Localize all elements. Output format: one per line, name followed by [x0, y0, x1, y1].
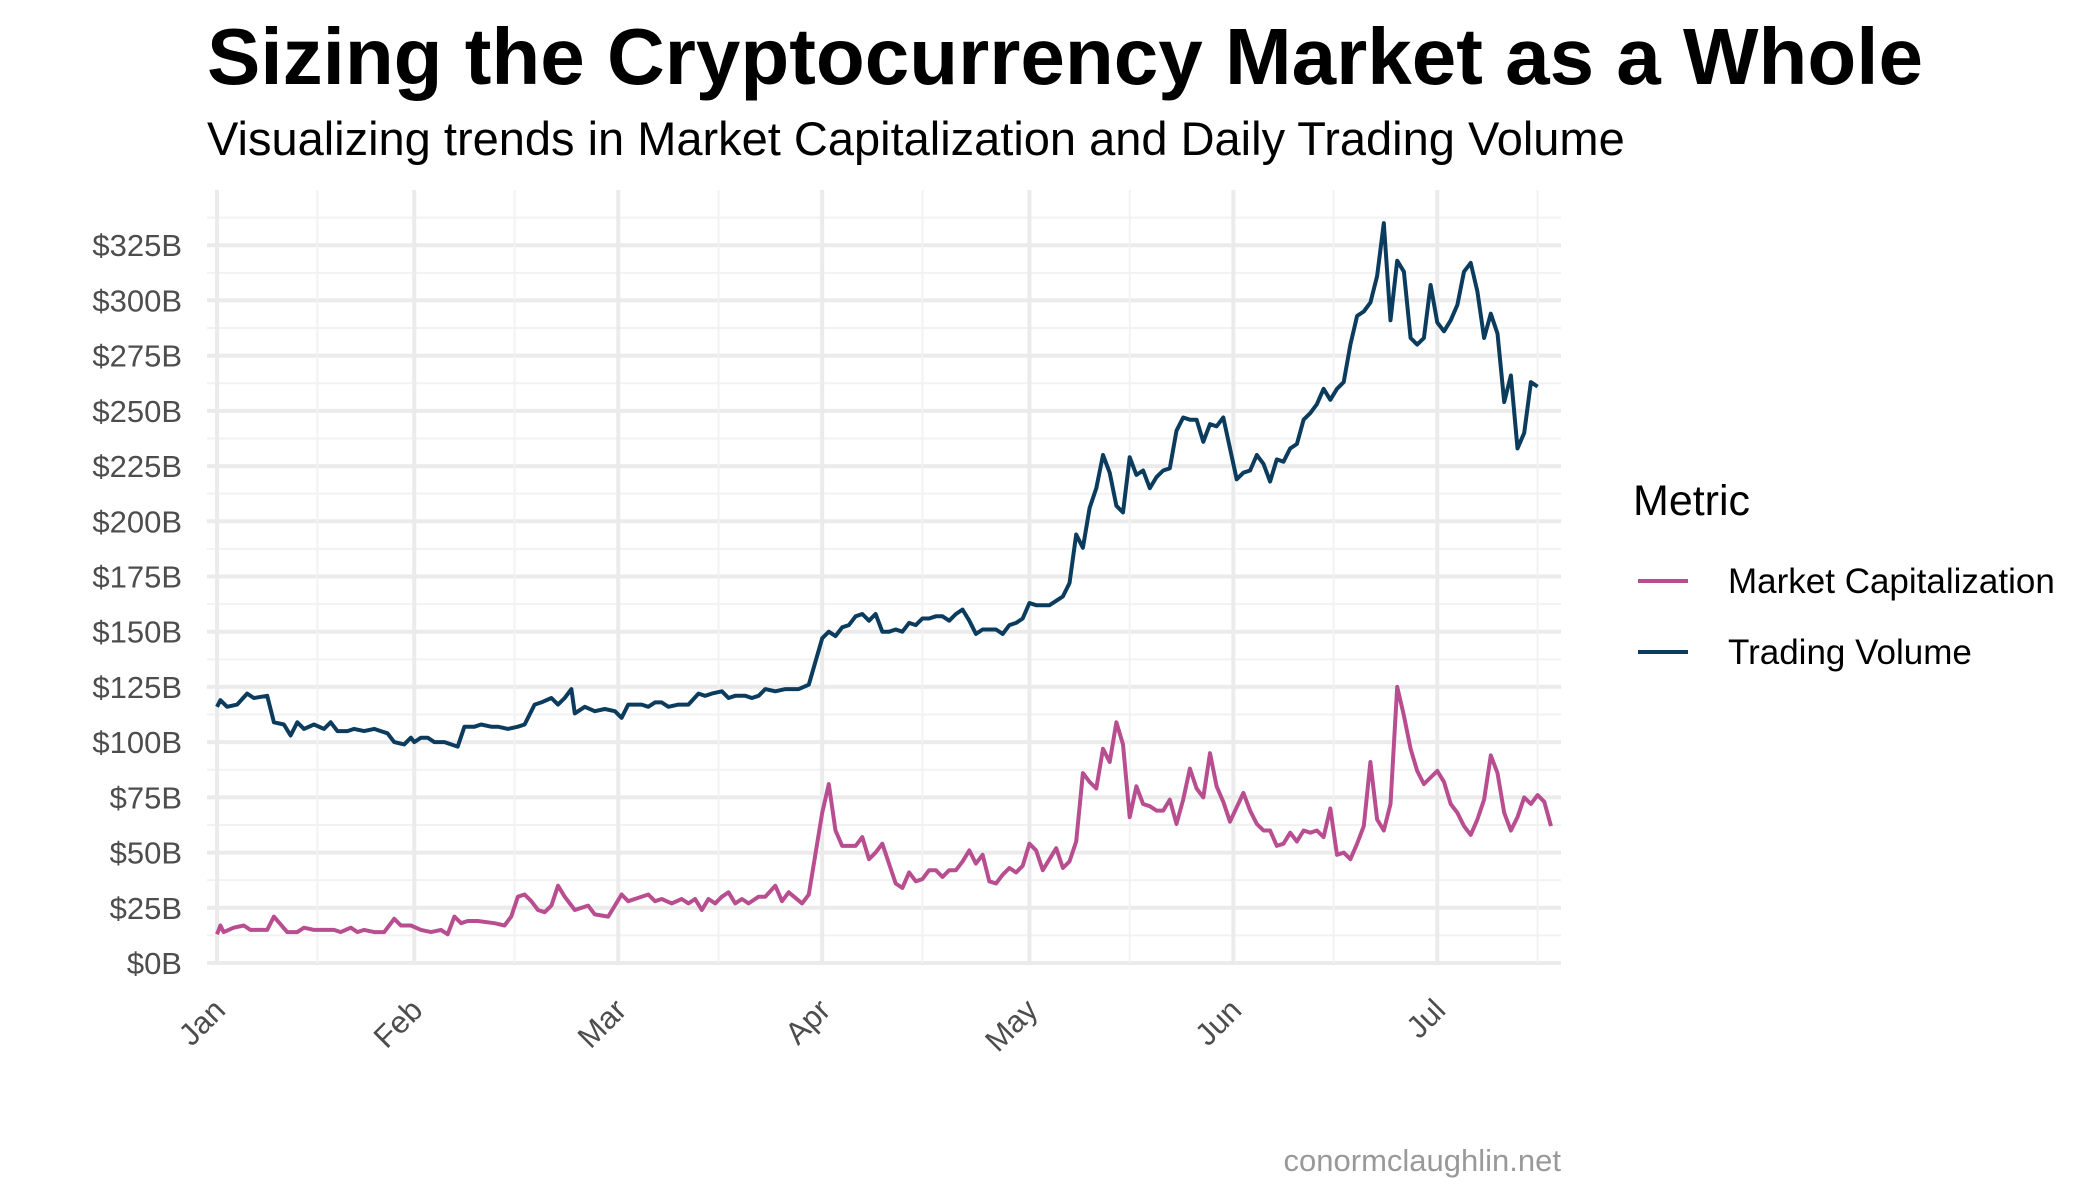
y-tick-label: $125B	[92, 670, 182, 705]
y-tick-label: $25B	[110, 891, 182, 926]
caption: conormclaughlin.net	[1284, 1143, 1562, 1178]
y-tick-label: $200B	[92, 504, 182, 539]
legend-label-market-capitalization: Market Capitalization	[1728, 562, 2055, 601]
x-tick-label: May	[978, 992, 1045, 1059]
y-tick-label: $250B	[92, 394, 182, 429]
x-tick-label: Jun	[1188, 992, 1248, 1052]
legend-title: Metric	[1633, 477, 1750, 525]
x-tick-label: Apr	[778, 992, 837, 1051]
y-tick-label: $100B	[92, 725, 182, 760]
y-tick-label: $0B	[127, 946, 182, 981]
series-line-trading-volume	[215, 221, 1539, 749]
y-tick-label: $175B	[92, 560, 182, 595]
x-tick-label: Jan	[172, 992, 232, 1052]
series-lines	[215, 221, 1553, 937]
chart-subtitle: Visualizing trends in Market Capitalizat…	[207, 112, 1625, 165]
y-tick-label: $300B	[92, 283, 182, 318]
y-tick-label: $325B	[92, 228, 182, 263]
x-tick-label: Jul	[1399, 992, 1452, 1045]
chart-title: Sizing the Cryptocurrency Market as a Wh…	[207, 12, 1923, 101]
y-tick-label: $50B	[110, 836, 182, 871]
y-tick-label: $275B	[92, 339, 182, 374]
y-tick-label: $225B	[92, 449, 182, 484]
x-axis: Jan Feb Mar Apr May Jun Jul	[172, 992, 1452, 1059]
legend: Metric Market Capitalization Trading Vol…	[1633, 477, 2055, 672]
legend-label-trading-volume: Trading Volume	[1728, 633, 1972, 672]
y-tick-label: $150B	[92, 615, 182, 650]
x-tick-label: Feb	[367, 992, 430, 1055]
grid	[207, 190, 1561, 965]
series-line-market-capitalization	[215, 684, 1553, 937]
y-axis: $0B $25B $50B $75B $100B $125B $150B $175B $200B…	[92, 228, 182, 981]
y-tick-label: $75B	[110, 780, 182, 815]
x-tick-label: Mar	[571, 992, 634, 1055]
